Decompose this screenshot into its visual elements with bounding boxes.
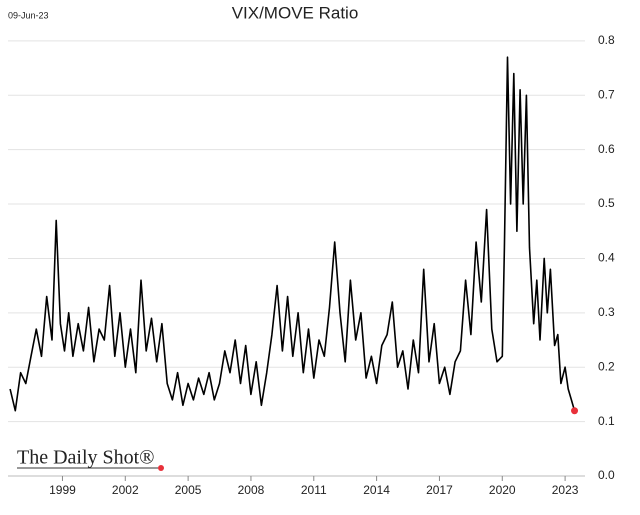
source-watermark: The Daily Shot® — [17, 447, 154, 469]
x-tick-label: 2023 — [552, 483, 579, 497]
x-tick-label: 2014 — [363, 483, 390, 497]
y-tick-label: 0.1 — [598, 414, 615, 428]
x-tick-label: 2008 — [238, 483, 265, 497]
y-tick-label: 0.6 — [598, 142, 615, 156]
y-tick-label: 0.5 — [598, 196, 615, 210]
watermark-dot — [158, 465, 164, 471]
y-tick-label: 0.0 — [598, 468, 615, 482]
x-tick-label: 2017 — [426, 483, 453, 497]
y-tick-label: 0.8 — [598, 33, 615, 47]
y-tick-label: 0.4 — [598, 251, 615, 265]
y-tick-label: 0.3 — [598, 305, 615, 319]
x-tick-label: 1999 — [49, 483, 76, 497]
x-tick-label: 2002 — [112, 483, 139, 497]
x-tick-label: 2011 — [301, 483, 327, 497]
y-tick-label: 0.7 — [598, 87, 615, 101]
x-tick-label: 2020 — [489, 483, 516, 497]
y-tick-label: 0.2 — [598, 359, 615, 373]
chart-title: VIX/MOVE Ratio — [232, 3, 359, 22]
x-tick-label: 2005 — [175, 483, 202, 497]
series-line — [9, 56, 576, 412]
date-label: 09-Jun-23 — [8, 10, 49, 20]
last-point — [571, 407, 579, 415]
